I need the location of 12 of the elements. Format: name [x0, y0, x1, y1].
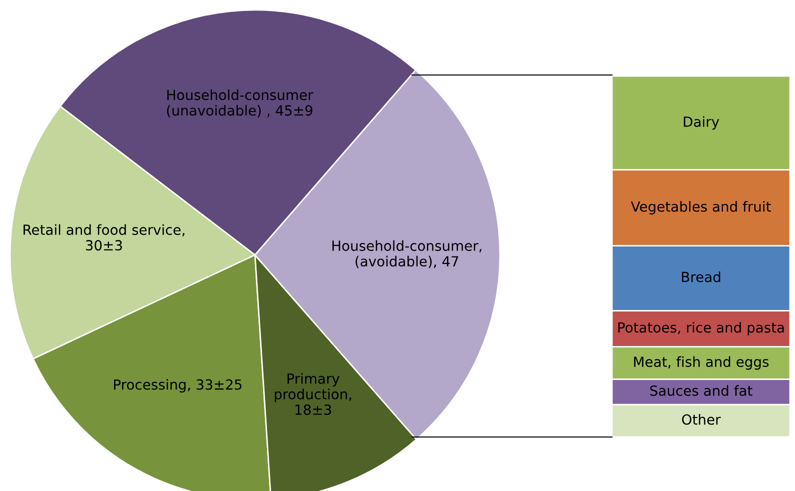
series-label: Vegetables and fruit: [630, 201, 771, 214]
series-label: Sauces and fat: [650, 385, 752, 396]
series-label: Other: [682, 414, 721, 425]
slice-label: Household-consumer (unavoidable) , 45±9: [167, 89, 314, 118]
series-label: Potatoes, rice and pasta: [618, 322, 784, 336]
slice-label: Retail and food service, 30±3: [24, 224, 184, 251]
series-label: Meat, fish and eggs: [634, 356, 769, 370]
series-label: Bread: [682, 271, 720, 282]
slice-label: Processing, 33±25: [114, 379, 242, 392]
series-label: Dairy: [684, 116, 720, 130]
slice-label: Household-consumer, (avoidable), 47: [332, 240, 482, 268]
slice-label: Primary production, 18±3: [274, 373, 352, 415]
